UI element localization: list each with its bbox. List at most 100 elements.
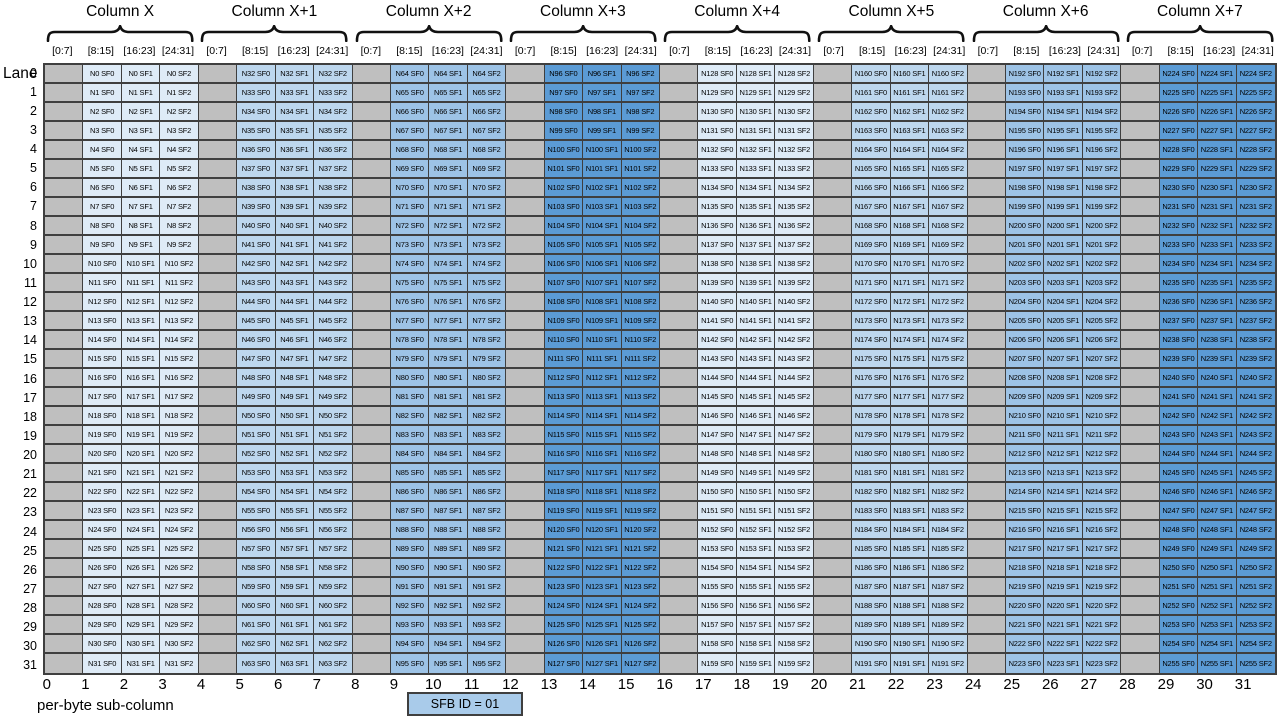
grid-cell: N228 SF0 (1159, 141, 1199, 160)
byte-subcolumn-number: 20 (810, 676, 828, 693)
bit-range-label: [8:15] (87, 44, 114, 57)
filler-cell (660, 483, 699, 502)
grid-cell: N111 SF1 (583, 350, 622, 369)
filler-cell (1121, 65, 1160, 84)
grid-cell: N12 SF0 (83, 293, 122, 312)
grid-cell: N165 SF2 (929, 160, 968, 179)
grid-cell: N164 SF2 (929, 141, 968, 160)
filler-cell (352, 179, 391, 198)
grid-cell: N124 SF2 (621, 597, 660, 616)
grid-cell: N233 SF2 (1236, 236, 1275, 255)
grid-cell: N77 SF0 (390, 312, 430, 331)
grid-cell: N80 SF1 (429, 369, 468, 388)
grid-cell: N83 SF2 (467, 426, 507, 445)
grid-cell: N13 SF1 (121, 312, 161, 331)
grid-cell: N218 SF1 (1044, 559, 1083, 578)
grid-cell: N64 SF0 (390, 65, 430, 84)
grid-cell: N92 SF2 (467, 597, 507, 616)
filler-cell (198, 483, 238, 502)
grid-cell: N47 SF1 (275, 350, 315, 369)
grid-cell: N173 SF2 (929, 312, 968, 331)
grid-cell: N203 SF1 (1044, 274, 1083, 293)
filler-cell (352, 540, 391, 559)
grid-cell: N185 SF0 (852, 540, 891, 559)
grid-cell: N232 SF0 (1159, 217, 1199, 236)
grid-cell: N190 SF2 (929, 635, 968, 654)
grid-cell: N112 SF0 (544, 369, 584, 388)
byte-subcolumn-number: 2 (119, 676, 129, 693)
grid-cell: N121 SF1 (583, 540, 622, 559)
grid-cell: N82 SF0 (390, 407, 430, 426)
filler-cell (45, 160, 84, 179)
grid-cell: N213 SF2 (1082, 464, 1122, 483)
grid-cell: N18 SF2 (160, 407, 199, 426)
grid-cell: N222 SF1 (1044, 635, 1083, 654)
grid-cell: N248 SF0 (1159, 521, 1199, 540)
filler-cell (813, 255, 853, 274)
grid-cell: N27 SF2 (160, 578, 199, 597)
grid-cell: N3 SF0 (83, 122, 122, 141)
filler-cell (352, 464, 391, 483)
filler-cell (1121, 350, 1160, 369)
filler-cell (813, 426, 853, 445)
lane-number: 8 (30, 218, 37, 233)
grid-cell: N120 SF0 (544, 521, 584, 540)
filler-cell (506, 198, 545, 217)
grid-cell: N115 SF1 (583, 426, 622, 445)
grid-cell: N32 SF1 (275, 65, 315, 84)
grid-cell: N189 SF2 (929, 616, 968, 635)
grid-cell: N71 SF1 (429, 198, 468, 217)
filler-cell (660, 521, 699, 540)
grid-cell: N94 SF1 (429, 635, 468, 654)
grid-cell: N87 SF1 (429, 502, 468, 521)
grid-cell: N202 SF0 (1005, 255, 1045, 274)
grid-cell: N241 SF1 (1198, 388, 1237, 407)
grid-cell: N195 SF2 (1082, 122, 1122, 141)
grid-cell: N166 SF1 (890, 179, 930, 198)
column-group-label: Column X+5 (848, 3, 935, 20)
filler-cell (660, 559, 699, 578)
grid-cell: N155 SF1 (736, 578, 776, 597)
grid-cell: N171 SF1 (890, 274, 930, 293)
grid-cell: N181 SF0 (852, 464, 891, 483)
grid-cell: N129 SF1 (736, 84, 776, 103)
filler-cell (1121, 274, 1160, 293)
grid-cell: N194 SF2 (1082, 103, 1122, 122)
lane-number: 27 (23, 581, 37, 596)
grid-cell: N161 SF0 (852, 84, 891, 103)
grid-cell: N8 SF0 (83, 217, 122, 236)
grid-cell: N129 SF2 (775, 84, 814, 103)
filler-cell (352, 160, 391, 179)
grid-cell: N87 SF0 (390, 502, 430, 521)
filler-cell (967, 445, 1006, 464)
grid-cell: N103 SF0 (544, 198, 584, 217)
grid-cell: N66 SF2 (467, 103, 507, 122)
grid-cell: N188 SF2 (929, 597, 968, 616)
filler-cell (506, 616, 545, 635)
filler-cell (1121, 407, 1160, 426)
filler-cell (45, 521, 84, 540)
grid-cell: N29 SF0 (83, 616, 122, 635)
grid-cell: N187 SF0 (852, 578, 891, 597)
lane-number: 16 (23, 371, 37, 386)
lane-number: 10 (23, 256, 37, 271)
bit-range-label: [0:7] (206, 44, 227, 57)
grid-cell: N231 SF0 (1159, 198, 1199, 217)
grid-cell: N97 SF1 (583, 84, 622, 103)
grid-cell: N18 SF1 (121, 407, 161, 426)
filler-cell (967, 236, 1006, 255)
filler-cell (660, 141, 699, 160)
filler-cell (352, 236, 391, 255)
filler-cell (198, 654, 238, 673)
grid-cell: N74 SF0 (390, 255, 430, 274)
grid-cell: N138 SF0 (698, 255, 737, 274)
filler-cell (506, 597, 545, 616)
grid-cell: N231 SF1 (1198, 198, 1237, 217)
filler-cell (198, 179, 238, 198)
grid-cell: N239 SF1 (1198, 350, 1237, 369)
grid-cell: N92 SF1 (429, 597, 468, 616)
filler-cell (198, 502, 238, 521)
byte-subcolumn-number: 23 (926, 676, 943, 693)
byte-subcolumn-number: 1 (81, 676, 90, 693)
grid-cell: N69 SF0 (390, 160, 430, 179)
